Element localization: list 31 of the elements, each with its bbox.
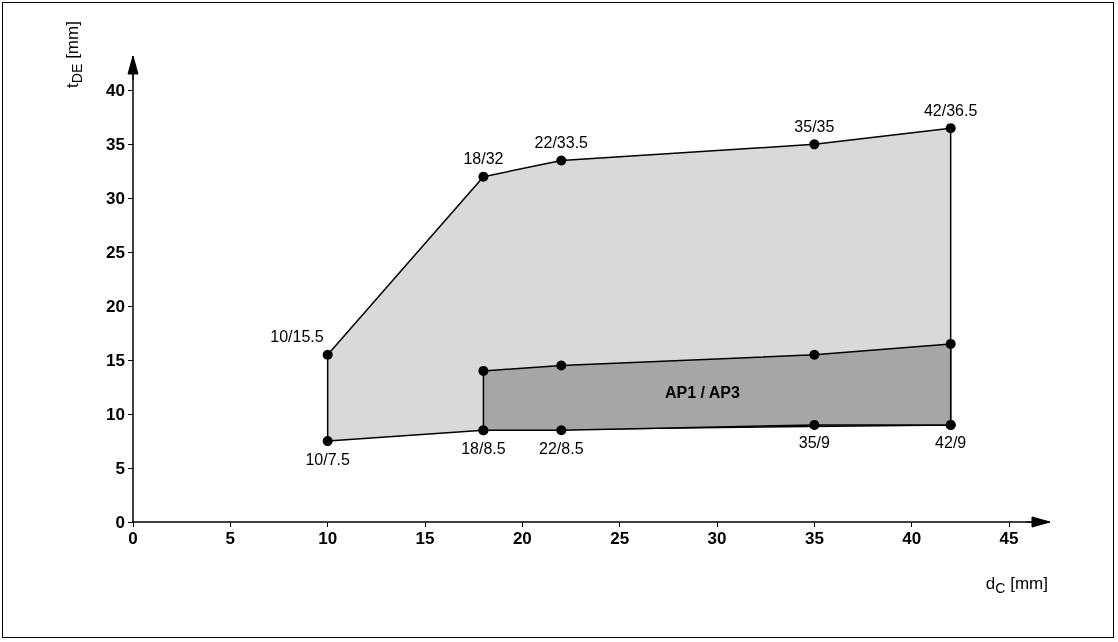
x-tick-label: 30 (707, 529, 727, 548)
annotation: AP1 / AP3 (664, 384, 740, 403)
data-label: 10/7.5 (305, 450, 351, 468)
x-tick-label: 45 (999, 529, 1019, 548)
y-tick-label: 30 (106, 188, 125, 208)
y-tick-label: 25 (106, 242, 125, 262)
y-tick-label: 10 (106, 404, 125, 424)
y-tick-label: 15 (106, 350, 125, 370)
x-tick-label: 40 (902, 529, 922, 548)
data-label: 18/8.5 (461, 439, 506, 457)
data-label: 18/32 (463, 150, 504, 168)
x-tick-label: 0 (128, 529, 138, 548)
data-label: 35/9 (798, 434, 831, 452)
y-tick-label: 35 (106, 134, 125, 154)
x-axis-title: d$_{C}$ [mm] (985, 574, 1048, 597)
data-label: 42/9 (935, 434, 967, 452)
data-label: 42/36.5 (923, 101, 978, 119)
y-tick-label: 5 (115, 458, 125, 478)
x-tick-label: 25 (610, 529, 630, 548)
x-tick-label: 35 (804, 529, 824, 548)
y-tick-label: 0 (115, 512, 125, 532)
data-label: 22/8.5 (539, 439, 584, 457)
x-tick-label: 20 (512, 529, 532, 548)
x-tick-label: 15 (415, 529, 435, 548)
x-tick-label: 10 (318, 529, 338, 548)
x-tick-label: 5 (225, 529, 236, 548)
data-label: 10/15.5 (270, 328, 324, 346)
data-label: 35/35 (794, 117, 835, 135)
y-tick-label: 40 (106, 80, 125, 100)
y-tick-label: 20 (106, 296, 125, 316)
data-label: 22/33.5 (534, 134, 589, 152)
